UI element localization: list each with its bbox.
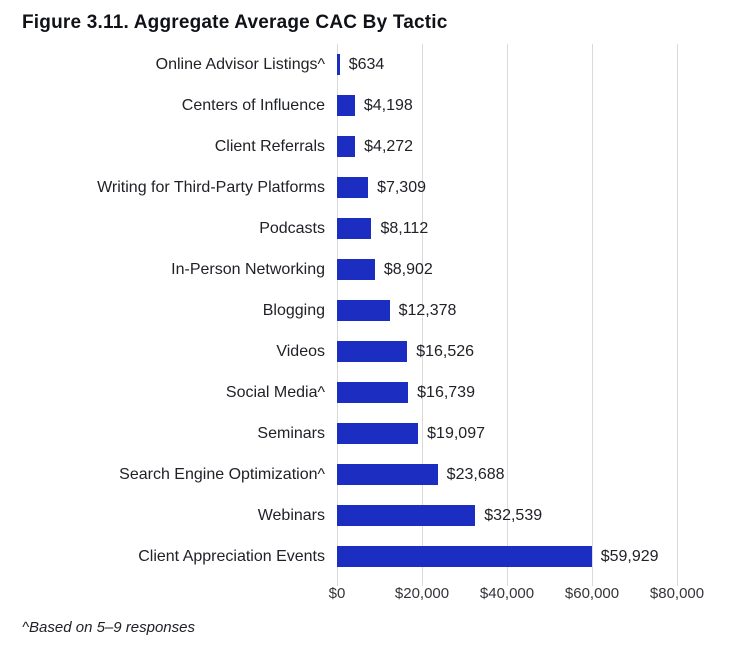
bar-track: $8,902 [337,249,733,290]
category-label: In-Person Networking [171,260,325,278]
bar-track: $7,309 [337,167,733,208]
x-axis: $0 $20,000 $40,000 $60,000 $80,000 [329,577,704,603]
bar-track: $59,929 [337,536,733,577]
category-label: Videos [276,342,325,360]
chart-row: Podcasts $8,112 [22,208,733,249]
value-label: $8,902 [383,260,433,278]
category-label: Social Media^ [225,383,325,401]
value-label: $634 [348,55,385,73]
bar-track: $16,526 [337,331,733,372]
chart-row: Blogging $12,378 [22,290,733,331]
category-label: Seminars [257,424,325,442]
bar [337,300,390,321]
bar-track: $23,688 [337,454,733,495]
bar [337,341,408,362]
value-label: $59,929 [600,547,659,565]
category-label: Blogging [262,301,325,319]
bar-chart: Online Advisor Listings^ $634 Centers of I… [22,44,733,603]
bar [337,546,592,567]
bar-track: $634 [337,44,733,85]
value-label: $8,112 [380,219,429,237]
value-label: $16,739 [417,383,475,401]
category-label: Podcasts [259,219,325,237]
value-label: $32,539 [484,506,543,524]
bar-track: $19,097 [337,413,733,454]
figure-title: Figure 3.11. Aggregate Average CAC By Ta… [22,12,448,33]
x-tick-label: $80,000 [649,585,705,602]
value-label: $16,526 [416,342,475,360]
bar-track: $4,198 [337,85,733,126]
bar-track: $8,112 [337,208,733,249]
category-label: Search Engine Optimization^ [119,465,325,483]
chart-row: Videos $16,526 [22,331,733,372]
bar [337,259,375,280]
footnote: ^Based on 5–9 responses [22,619,195,636]
bar [337,505,476,526]
value-label: $19,097 [427,424,485,442]
bar [337,177,369,198]
x-tick-label: $40,000 [479,585,535,602]
chart-row: Client Appreciation Events $59,929 [22,536,733,577]
chart-row: Search Engine Optimization^ $23,688 [22,454,733,495]
value-label: $12,378 [398,301,457,319]
bar [337,218,372,239]
value-label: $4,272 [364,137,414,155]
category-label: Centers of Influence [181,96,325,114]
bar [337,54,340,75]
bar-track: $16,739 [337,372,733,413]
chart-row: Centers of Influence $4,198 [22,85,733,126]
chart-row: Online Advisor Listings^ $634 [22,44,733,85]
bar [337,95,355,116]
category-label: Client Referrals [214,137,325,155]
chart-row: Client Referrals $4,272 [22,126,733,167]
category-label: Writing for Third-Party Platforms [97,178,325,196]
category-label: Webinars [257,506,325,524]
chart-row: In-Person Networking $8,902 [22,249,733,290]
chart-row: Writing for Third-Party Platforms $7,309 [22,167,733,208]
bar-track: $12,378 [337,290,733,331]
bar [337,423,419,444]
value-label: $23,688 [446,465,505,483]
chart-row: Seminars $19,097 [22,413,733,454]
bar-track: $4,272 [337,126,733,167]
chart-row: Social Media^ $16,739 [22,372,733,413]
bar [337,382,409,403]
x-tick-label: $0 [328,585,346,602]
category-label: Online Advisor Listings^ [155,55,325,73]
bar [337,464,438,485]
chart-row: Webinars $32,539 [22,495,733,536]
x-tick-label: $20,000 [394,585,450,602]
chart-rows: Online Advisor Listings^ $634 Centers of I… [22,44,733,577]
category-label: Client Appreciation Events [138,547,325,565]
value-label: $7,309 [377,178,426,196]
bar [337,136,356,157]
value-label: $4,198 [363,96,413,114]
x-tick-label: $60,000 [564,585,620,602]
bar-track: $32,539 [337,495,733,536]
